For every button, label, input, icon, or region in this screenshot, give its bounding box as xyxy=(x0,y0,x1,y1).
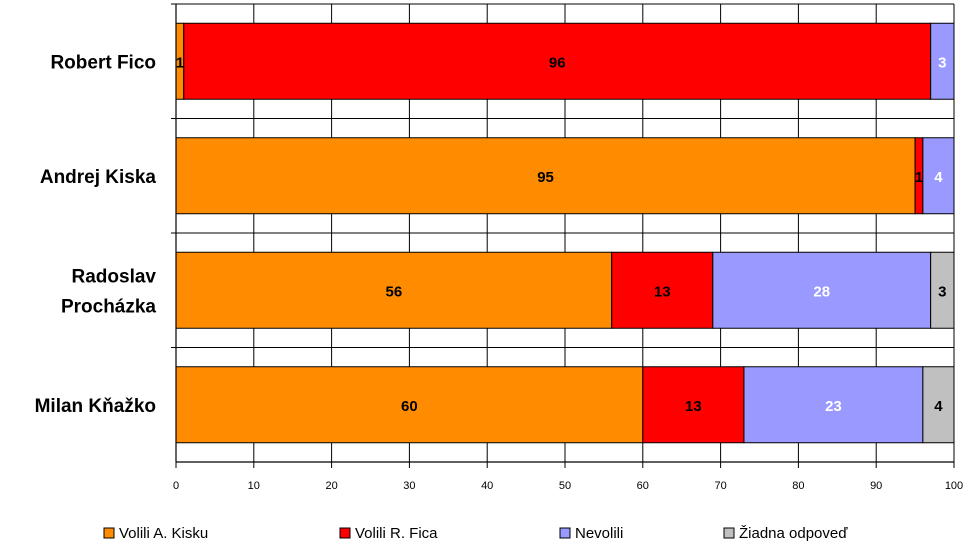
bar-segment xyxy=(743,366,924,444)
bar-segment xyxy=(642,366,745,444)
bar-segment xyxy=(183,22,932,100)
category-label: Andrej Kiska xyxy=(40,167,157,188)
x-tick-label: 90 xyxy=(870,480,882,492)
legend-swatch xyxy=(723,527,735,539)
bar-value-label: 95 xyxy=(537,169,554,186)
x-tick-label: 40 xyxy=(481,480,493,492)
bar-value-label: 23 xyxy=(825,398,842,415)
legend-label: Nevolili xyxy=(575,525,623,542)
x-axis: 0 10 20 30 40 50 60 70 80 90 100 xyxy=(171,3,963,492)
legend-label: Volili R. Fica xyxy=(355,525,438,542)
bar-segment xyxy=(922,366,955,444)
legend-swatch xyxy=(339,527,351,539)
bar-value-label: 3 xyxy=(938,54,946,71)
bar-value-label: 4 xyxy=(934,398,943,415)
category-labels: Robert Fico Andrej Kiska Radoslav Procházka… xyxy=(35,52,157,417)
bar-segment xyxy=(930,251,955,329)
x-tick-label: 50 xyxy=(559,480,571,492)
bar-segment xyxy=(175,137,916,215)
x-tick-label: 0 xyxy=(173,480,179,492)
bar-segment xyxy=(175,366,644,444)
x-tick-label: 100 xyxy=(945,480,963,492)
category-label: Milan Kňažko xyxy=(35,396,156,417)
legend-label: Volili A. Kisku xyxy=(119,525,208,542)
legend-swatch xyxy=(559,527,571,539)
legend-label: Žiadna odpoveď xyxy=(739,525,848,542)
category-label: Radoslav xyxy=(72,266,157,287)
x-tick-label: 60 xyxy=(637,480,649,492)
bar-segment xyxy=(175,251,613,329)
category-label: Robert Fico xyxy=(50,52,156,73)
bar-value-label: 96 xyxy=(549,54,566,71)
legend-swatch xyxy=(103,527,115,539)
category-label: Procházka xyxy=(61,296,156,317)
bar-value-label: 60 xyxy=(401,398,418,415)
bar-segment xyxy=(922,137,955,215)
x-tick-label: 30 xyxy=(403,480,415,492)
bar-value-label: 1 xyxy=(176,54,184,71)
bar-value-label: 28 xyxy=(813,283,830,300)
bar-value-label: 13 xyxy=(685,398,702,415)
bar-value-label: 4 xyxy=(934,169,943,186)
bar-value-label: 13 xyxy=(654,283,671,300)
legend: Volili A. Kisku Volili R. Fica Nevolili Žia… xyxy=(103,525,848,542)
bar-value-label: 56 xyxy=(385,283,402,300)
bar-value-label: 3 xyxy=(938,283,946,300)
bar-segment xyxy=(611,251,714,329)
x-tick-label: 20 xyxy=(325,480,337,492)
bar-segment xyxy=(930,22,955,100)
x-tick-label: 80 xyxy=(792,480,804,492)
bar-segment xyxy=(712,251,932,329)
bars: 1 96 395 1 456 13 28 360 13 23 4 xyxy=(175,22,955,444)
x-tick-label: 10 xyxy=(248,480,260,492)
x-tick-label: 70 xyxy=(714,480,726,492)
bar-value-label: 1 xyxy=(915,169,923,186)
